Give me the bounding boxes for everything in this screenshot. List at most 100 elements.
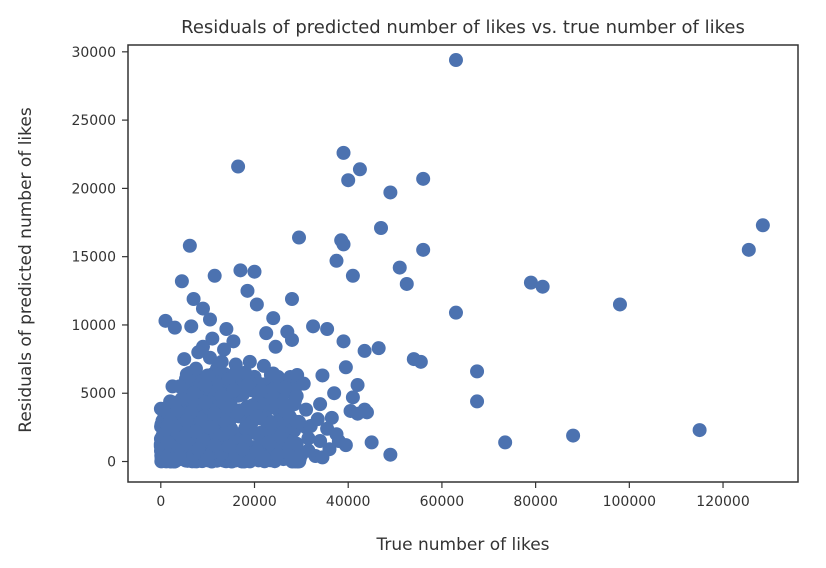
data-point bbox=[416, 171, 431, 186]
data-point bbox=[284, 292, 299, 307]
data-point bbox=[313, 434, 328, 449]
data-point bbox=[240, 378, 255, 393]
data-point bbox=[177, 352, 192, 367]
data-point bbox=[523, 275, 538, 290]
data-point bbox=[566, 428, 581, 443]
data-point bbox=[268, 339, 283, 354]
data-point bbox=[174, 274, 189, 289]
data-point bbox=[195, 301, 210, 316]
data-point bbox=[172, 450, 187, 465]
data-point bbox=[247, 264, 262, 279]
data-point bbox=[202, 420, 217, 435]
data-point bbox=[338, 360, 353, 375]
data-point bbox=[174, 429, 189, 444]
data-point bbox=[228, 365, 243, 380]
data-point bbox=[188, 361, 203, 376]
data-point bbox=[383, 185, 398, 200]
data-point bbox=[364, 435, 379, 450]
data-point bbox=[167, 320, 182, 335]
data-point bbox=[179, 413, 194, 428]
data-point bbox=[292, 230, 307, 245]
x-tick-label: 40000 bbox=[326, 494, 371, 510]
data-point bbox=[296, 376, 311, 391]
x-tick-label: 20000 bbox=[232, 494, 277, 510]
data-point bbox=[184, 319, 199, 334]
data-point bbox=[277, 380, 292, 395]
axis-ticks: 0 20000 40000 60000 80000 100000 120000 0 5000 10… bbox=[71, 45, 749, 510]
data-point bbox=[399, 276, 414, 291]
data-point bbox=[336, 237, 351, 252]
data-point bbox=[214, 388, 229, 403]
data-point bbox=[202, 312, 217, 327]
data-point bbox=[261, 435, 276, 450]
data-point bbox=[254, 383, 269, 398]
data-point bbox=[160, 435, 175, 450]
data-point bbox=[275, 395, 290, 410]
x-tick-label: 120000 bbox=[696, 494, 749, 510]
data-point bbox=[256, 358, 271, 373]
data-point bbox=[198, 395, 213, 410]
data-point bbox=[292, 414, 307, 429]
y-tick-label: 30000 bbox=[71, 45, 116, 61]
data-point bbox=[207, 438, 222, 453]
data-point bbox=[249, 409, 264, 424]
data-point bbox=[205, 331, 220, 346]
data-point bbox=[322, 442, 337, 457]
x-tick-label: 0 bbox=[156, 494, 165, 510]
data-point bbox=[270, 447, 285, 462]
data-point bbox=[221, 439, 236, 454]
data-point bbox=[329, 253, 344, 268]
data-point bbox=[160, 419, 175, 434]
data-point bbox=[226, 383, 241, 398]
data-point bbox=[249, 443, 264, 458]
data-point bbox=[202, 350, 217, 365]
data-point bbox=[313, 397, 328, 412]
y-tick-label: 5000 bbox=[80, 386, 116, 402]
data-point bbox=[200, 368, 215, 383]
data-point bbox=[231, 405, 246, 420]
data-point bbox=[259, 326, 274, 341]
data-point bbox=[226, 334, 241, 349]
y-tick-label: 25000 bbox=[71, 113, 116, 129]
y-tick-label: 0 bbox=[107, 455, 116, 471]
y-tick-label: 20000 bbox=[71, 181, 116, 197]
data-point bbox=[207, 268, 222, 283]
data-point bbox=[273, 429, 288, 444]
data-point bbox=[249, 297, 264, 312]
data-point bbox=[306, 319, 321, 334]
data-point bbox=[498, 435, 513, 450]
data-point bbox=[352, 162, 367, 177]
data-point bbox=[182, 238, 197, 253]
data-point bbox=[350, 406, 365, 421]
data-point bbox=[289, 436, 304, 451]
data-point bbox=[219, 399, 234, 414]
data-point bbox=[310, 412, 325, 427]
data-point bbox=[416, 242, 431, 257]
data-point bbox=[231, 159, 246, 174]
data-point bbox=[392, 260, 407, 275]
data-point bbox=[263, 416, 278, 431]
data-point bbox=[207, 406, 222, 421]
x-tick-label: 60000 bbox=[420, 494, 465, 510]
data-point bbox=[327, 386, 342, 401]
data-point bbox=[191, 442, 206, 457]
data-point bbox=[755, 218, 770, 233]
plot-frame bbox=[127, 44, 799, 483]
data-point bbox=[315, 368, 330, 383]
y-tick-label: 10000 bbox=[71, 318, 116, 334]
y-axis-label: Residuals of predicted number of likes bbox=[16, 107, 36, 433]
data-point bbox=[612, 297, 627, 312]
data-point bbox=[245, 398, 260, 413]
data-point bbox=[270, 369, 285, 384]
data-point bbox=[331, 434, 346, 449]
data-point bbox=[413, 354, 428, 369]
data-point bbox=[336, 334, 351, 349]
data-point bbox=[217, 342, 232, 357]
data-point bbox=[336, 145, 351, 160]
data-point bbox=[186, 386, 201, 401]
chart-title: Residuals of predicted number of likes v… bbox=[181, 17, 745, 38]
data-point bbox=[219, 322, 234, 337]
data-point bbox=[448, 305, 463, 320]
data-point bbox=[341, 173, 356, 188]
